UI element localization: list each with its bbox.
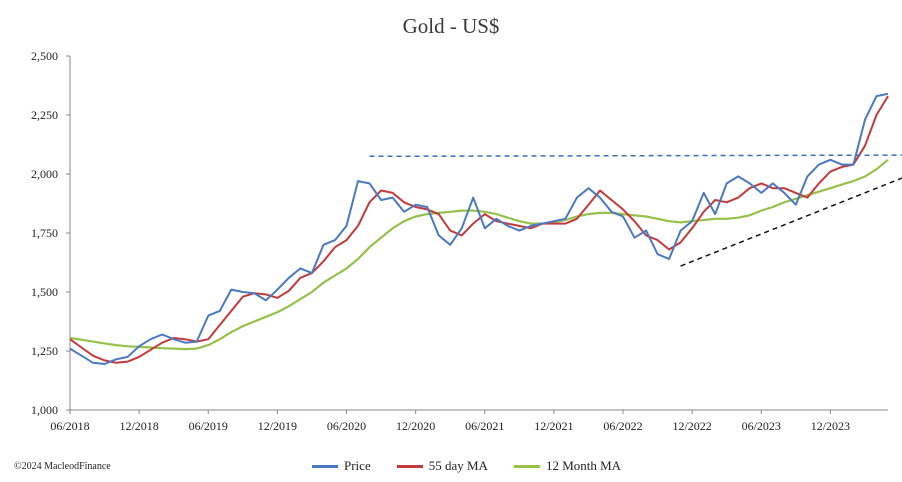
support-trend-line	[680, 177, 902, 267]
x-tick-label: 12/2021	[534, 419, 573, 433]
chart-legend: Price 55 day MA 12 Month MA	[312, 458, 621, 474]
x-tick-label: 06/2023	[742, 419, 781, 433]
legend-label-55-day-ma: 55 day MA	[428, 458, 488, 473]
x-tick-label: 12/2023	[811, 419, 850, 433]
annotation-layer	[369, 154, 902, 267]
ma-55-day-line	[69, 95, 889, 364]
x-axis: 06/2018 12/2018 06/2019 12/2019 06/2020 12/20…	[50, 409, 888, 433]
y-tick-label: 1,000	[31, 403, 58, 417]
legend-swatch-12-month-ma	[513, 464, 540, 468]
copyright-note: ©2024 MacleodFinance	[14, 461, 111, 472]
y-tick-label: 2,250	[31, 108, 58, 122]
price-line	[69, 92, 889, 365]
x-tick-label: 06/2022	[603, 419, 642, 433]
legend-swatch-price	[312, 464, 338, 468]
x-tick-label: 12/2022	[672, 419, 711, 433]
legend-item-12-month-ma: 12 Month MA	[513, 458, 622, 474]
x-tick-label: 12/2019	[258, 419, 297, 433]
y-tick-label: 1,500	[31, 285, 58, 299]
chart-title: Gold - US$	[402, 14, 500, 38]
series-layer	[69, 92, 889, 365]
y-tick-label: 1,250	[31, 344, 58, 358]
x-tick-label: 06/2019	[189, 419, 228, 433]
y-axis: 1,000 1,250 1,500 1,750 2,000 2,250 2,500	[31, 49, 71, 417]
resistance-trend-line	[369, 154, 902, 158]
ma-12-month-line	[69, 158, 889, 351]
y-tick-label: 1,750	[31, 226, 58, 240]
legend-item-price: Price	[312, 458, 371, 474]
legend-swatch-55-day-ma	[396, 464, 423, 468]
x-tick-label: 06/2021	[465, 419, 504, 433]
legend-item-55-day-ma: 55 day MA	[396, 458, 488, 474]
y-tick-label: 2,000	[31, 167, 58, 181]
x-tick-label: 12/2020	[396, 419, 435, 433]
x-tick-label: 06/2018	[50, 419, 89, 433]
x-tick-label: 06/2020	[327, 419, 366, 433]
legend-label-12-month-ma: 12 Month MA	[545, 458, 622, 473]
y-tick-label: 2,500	[31, 49, 58, 63]
legend-label-price: Price	[344, 458, 371, 473]
x-tick-label: 12/2018	[119, 419, 158, 433]
